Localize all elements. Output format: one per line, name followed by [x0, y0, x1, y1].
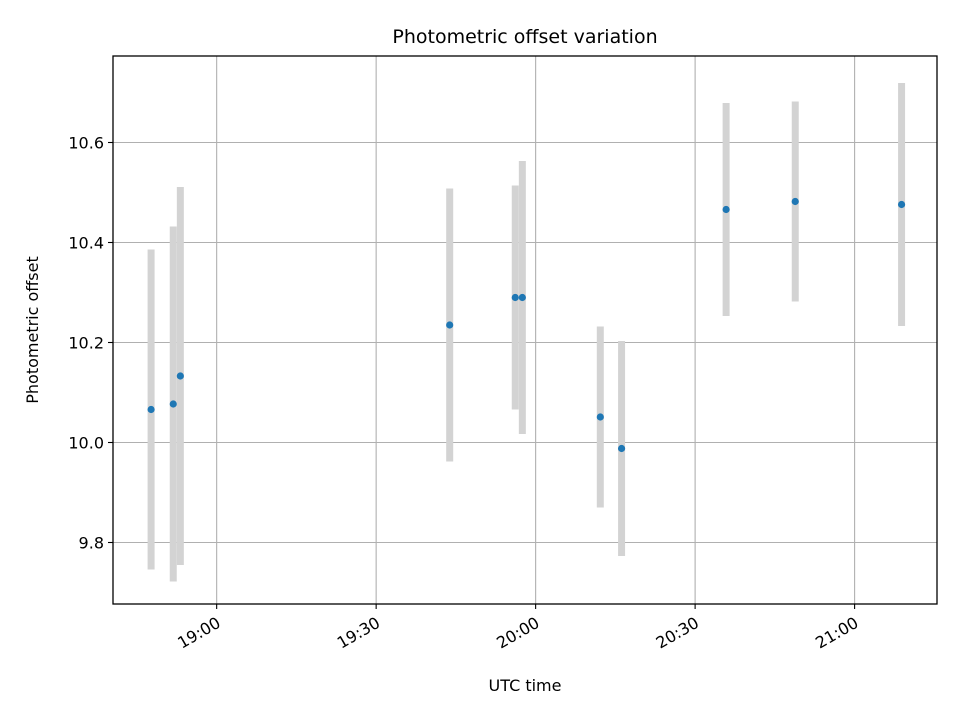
y-tick-label: 10.4 [68, 234, 104, 253]
data-point [617, 444, 626, 453]
data-point [169, 400, 177, 408]
data-point [446, 321, 454, 329]
data-point [511, 293, 519, 302]
data-point [596, 413, 604, 421]
y-tick-label: 10.6 [68, 134, 104, 153]
data-point [897, 200, 906, 209]
y-tick-label: 10.0 [68, 434, 104, 453]
y-tick-label: 10.2 [68, 334, 104, 353]
data-point [176, 372, 184, 380]
x-axis-label: UTC time [489, 676, 562, 695]
chart-title: Photometric offset variation [392, 26, 657, 48]
y-axis-label: Photometric offset [23, 256, 42, 404]
data-point [518, 293, 526, 302]
y-tick-label: 9.8 [79, 534, 104, 553]
data-points [147, 197, 906, 453]
data-point [147, 405, 155, 414]
data-point [791, 197, 799, 206]
data-point [722, 205, 730, 214]
plot-frame [112, 55, 938, 605]
